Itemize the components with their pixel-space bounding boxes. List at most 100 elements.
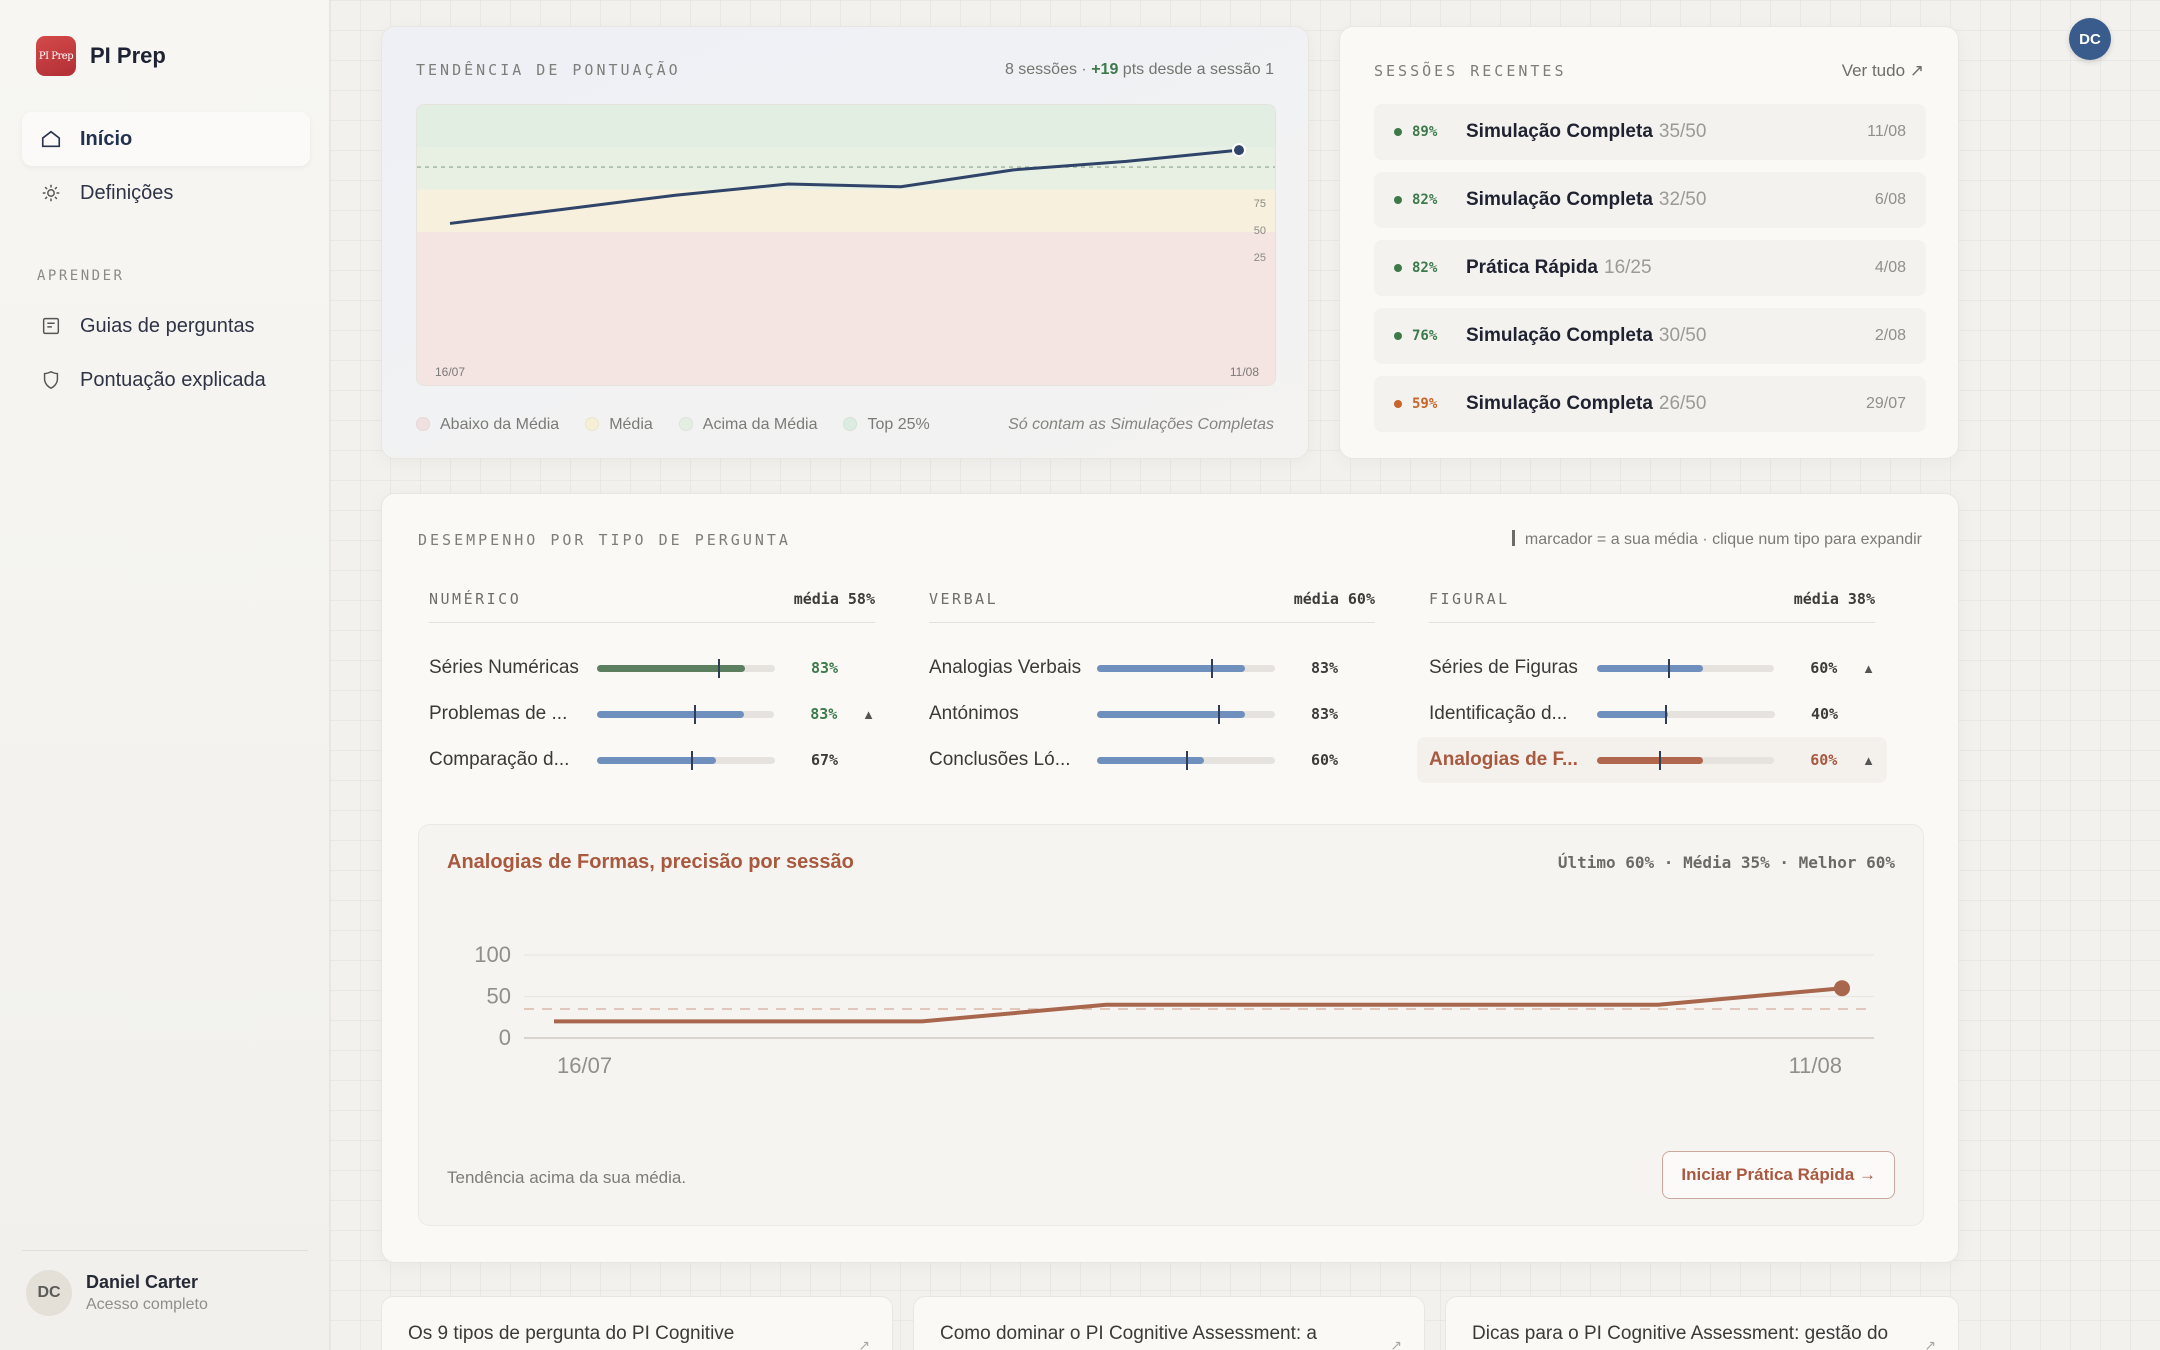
question-type-row[interactable]: Conclusões Ló... 60% [929, 737, 1375, 783]
legend-swatch [843, 417, 858, 431]
article-card[interactable]: Os 9 tipos de pergunta do PI Cognitive ↗ [381, 1296, 893, 1350]
session-date: 11/08 [1867, 123, 1906, 140]
average-marker [1658, 750, 1661, 770]
marker-legend-icon [1511, 530, 1515, 546]
gear-icon [42, 184, 60, 202]
accuracy-fill [597, 756, 717, 764]
status-dot [1394, 400, 1402, 408]
question-type-row[interactable]: Analogias Verbais 83% [929, 645, 1375, 691]
session-date: 4/08 [1874, 259, 1906, 276]
nav-item-home[interactable]: Início [22, 112, 310, 166]
legend-item-top: Top 25% [843, 416, 930, 434]
question-type-row[interactable]: Comparação d... 67% [429, 737, 875, 783]
session-row[interactable]: 89% Simulação Completa 35/50 11/08 [1374, 104, 1926, 160]
detail-panel: Analogias de Formas, precisão por sessão… [418, 824, 1924, 1226]
session-row[interactable]: 76% Simulação Completa 30/50 2/08 [1374, 308, 1926, 364]
question-type-label: Analogias Verbais [929, 657, 1082, 678]
session-name: Simulação Completa [1466, 393, 1653, 414]
y-tick-label: 50 [487, 984, 511, 1009]
accuracy-fill [597, 664, 745, 672]
score-band [417, 231, 1275, 385]
article-card[interactable]: Como dominar o PI Cognitive Assessment: … [913, 1296, 1425, 1350]
question-type-label: Conclusões Ló... [929, 749, 1071, 770]
trend-meta-suffix: pts desde a sessão 1 [1118, 61, 1274, 78]
accuracy-value: 83% [811, 659, 839, 677]
performance-hint-text: marcador = a sua média · clique num tipo… [1524, 531, 1922, 548]
session-name: Simulação Completa [1466, 189, 1653, 210]
session-percent: 82% [1412, 260, 1438, 276]
question-type-row[interactable]: Problemas de ... 83% ▲ [429, 691, 875, 737]
start-quick-practice-button[interactable]: Iniciar Prática Rápida → [1662, 1151, 1895, 1199]
category-column: VERBAL média 60% Analogias Verbais 83% Antón… [929, 590, 1375, 783]
x-tick-label: 11/08 [1789, 1053, 1842, 1078]
performance-card: DESEMPENHO POR TIPO DE PERGUNTA marcador… [381, 493, 1959, 1263]
question-type-row[interactable]: Séries de Figuras 60% ▲ [1429, 645, 1875, 691]
session-row[interactable]: 82% Simulação Completa 32/50 6/08 [1374, 172, 1926, 228]
question-type-label: Analogias de F... [1429, 749, 1578, 770]
detail-chart: 100 50 0 16/07 11/08 [474, 942, 1874, 1078]
session-row[interactable]: 82% Prática Rápida 16/25 4/08 [1374, 240, 1926, 296]
score-band [417, 147, 1275, 190]
sidebar-divider [22, 1250, 308, 1251]
y-tick-label: 0 [499, 1025, 511, 1050]
accuracy-value: 40% [1811, 705, 1839, 723]
trend-meta: 8 sessões · +19 pts desde a sessão 1 [1005, 61, 1274, 79]
question-type-label: Problemas de ... [429, 703, 568, 724]
status-dot [1394, 332, 1402, 340]
user-plan: Acesso completo [86, 1296, 208, 1313]
average-marker [691, 750, 694, 770]
session-row[interactable]: 59% Simulação Completa 26/50 29/07 [1374, 376, 1926, 432]
nav-item-question-guides[interactable]: Guias de perguntas [22, 299, 310, 353]
legend-label: Abaixo da Média [440, 416, 560, 433]
trend-chart-svg: 75 50 25 16/07 11/08 [417, 105, 1275, 385]
article-title: Como dominar o PI Cognitive Assessment: … [940, 1323, 1318, 1344]
question-type-label: Séries Numéricas [429, 657, 579, 678]
session-score: 26/50 [1658, 393, 1707, 414]
article-title: Os 9 tipos de pergunta do PI Cognitive [408, 1323, 735, 1344]
legend-swatch [416, 417, 430, 431]
status-dot [1394, 264, 1402, 272]
accuracy-value: 67% [811, 751, 839, 769]
nav-item-scoring-explained[interactable]: Pontuação explicada [22, 353, 310, 407]
question-type-row[interactable]: Analogias de F... 60% ▲ [1417, 737, 1887, 783]
question-type-row[interactable]: Identificação d... 40% [1429, 691, 1875, 737]
trend-note: Só contam as Simulações Completas [1008, 416, 1274, 433]
header-avatar[interactable]: DC [2069, 18, 2111, 60]
category-average: média 60% [1293, 590, 1375, 608]
question-type-row[interactable]: Antónimos 83% [929, 691, 1375, 737]
accuracy-bar [1596, 750, 1775, 770]
accuracy-bar [1097, 658, 1275, 678]
accuracy-bar [1597, 704, 1775, 724]
article-card[interactable]: Dicas para o PI Cognitive Assessment: ge… [1445, 1296, 1959, 1350]
card-title: DESEMPENHO POR TIPO DE PERGUNTA [418, 530, 791, 549]
nav-item-label: Guias de perguntas [80, 314, 255, 337]
detail-stats: Último 60% · Média 35% · Melhor 60% [1557, 853, 1895, 872]
session-score: 32/50 [1658, 189, 1707, 210]
score-point[interactable] [1232, 143, 1246, 158]
detail-title: Analogias de Formas, precisão por sessão [447, 851, 854, 873]
session-percent: 59% [1412, 396, 1438, 412]
x-tick-label: 11/08 [1230, 365, 1259, 379]
see-all-link[interactable]: Ver tudo ↗ [1841, 61, 1924, 80]
category-column: NUMÉRICO média 58% Séries Numéricas 83% Prob… [429, 590, 875, 783]
accuracy-fill [1097, 756, 1204, 764]
average-marker [1664, 704, 1667, 724]
session-name: Simulação Completa [1466, 121, 1653, 142]
legend-label: Top 25% [867, 416, 930, 433]
accuracy-point[interactable] [1834, 980, 1850, 997]
question-type-label: Identificação d... [1429, 703, 1568, 724]
average-marker [718, 658, 721, 678]
session-date: 2/08 [1874, 327, 1906, 344]
question-type-label: Séries de Figuras [1429, 657, 1578, 678]
performance-hint: marcador = a sua média · clique num tipo… [1511, 530, 1922, 549]
user-profile[interactable]: DC Daniel Carter Acesso completo [26, 1270, 208, 1316]
nav-item-settings[interactable]: Definições [22, 166, 310, 220]
question-type-row[interactable]: Séries Numéricas 83% [429, 645, 875, 691]
trend-meta-gain: +19 [1091, 61, 1119, 78]
session-date: 6/08 [1874, 191, 1906, 208]
user-name: Daniel Carter [86, 1272, 199, 1292]
main-nav: Início Definições [22, 112, 310, 220]
category-name: FIGURAL [1429, 590, 1510, 608]
category-average: média 38% [1793, 590, 1875, 608]
brand[interactable]: PI Prep PI Prep [36, 36, 166, 76]
